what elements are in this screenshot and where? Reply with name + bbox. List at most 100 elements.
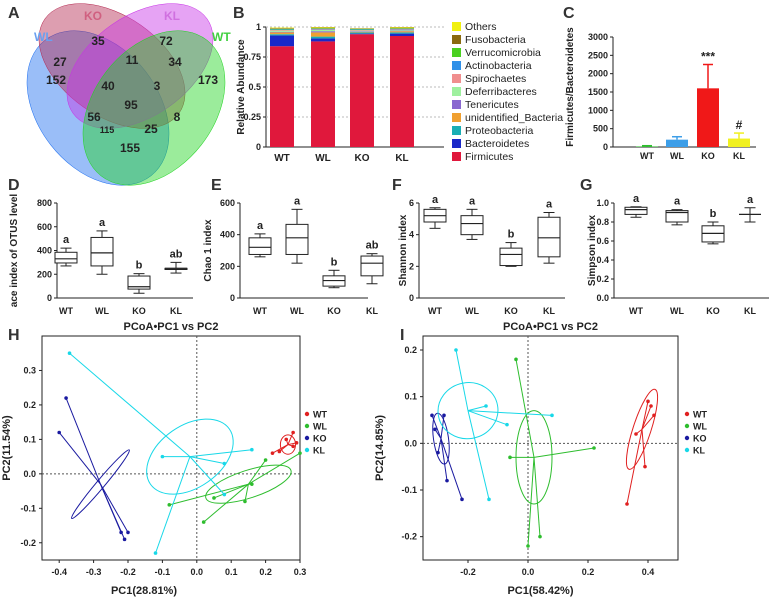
venn-region-count: 34 bbox=[168, 55, 182, 69]
bar-segment-bacteroidetes-wt bbox=[270, 35, 294, 47]
bar-segment-bacteroidetes-kl bbox=[390, 33, 414, 36]
y-tick-label: 0.0 bbox=[596, 293, 609, 303]
bar-segment-deferribacteres-ko bbox=[350, 30, 374, 32]
box-ko bbox=[499, 247, 523, 267]
spoke-ko bbox=[65, 397, 101, 485]
bar-segment-fusobacteria-kl bbox=[390, 27, 414, 29]
spoke-kl bbox=[455, 349, 469, 411]
y-tick-label: 0.4 bbox=[596, 255, 609, 265]
spoke-kl bbox=[189, 456, 225, 464]
spoke-ko bbox=[100, 483, 129, 533]
legend-label-proteobacteria: Proteobacteria bbox=[465, 125, 533, 137]
significance-letter: a bbox=[257, 220, 264, 232]
legend-label-bacteroidetes: Bacteroidetes bbox=[465, 138, 529, 150]
legend-swatch-spirochaetes bbox=[452, 74, 461, 83]
y-tick-label: 200 bbox=[220, 261, 235, 271]
y-tick-label: 0.25 bbox=[243, 112, 261, 122]
venn-region-count: 27 bbox=[53, 55, 67, 69]
bar-segment-tenericutes-wt bbox=[270, 31, 294, 33]
panel-label-A: A bbox=[8, 5, 20, 22]
point-wl bbox=[263, 458, 268, 462]
bar-segment-proteobacteria-kl bbox=[390, 32, 414, 34]
y-axis-label: Firmicutes/Bacteroidetes bbox=[565, 27, 576, 147]
legend-marker-ko bbox=[684, 435, 690, 441]
venn-region-count: 35 bbox=[91, 34, 105, 48]
bar-segment-others-wl bbox=[311, 27, 335, 28]
point-ko bbox=[433, 427, 437, 432]
y-tick-label: 0.2 bbox=[23, 400, 36, 410]
bar-segment-tenericutes-kl bbox=[390, 30, 414, 32]
point-wl bbox=[526, 544, 530, 548]
legend-marker-kl bbox=[684, 447, 690, 453]
x-tick-label: KO bbox=[701, 151, 715, 161]
y-tick-label: 0.75 bbox=[243, 52, 261, 62]
box-wl bbox=[285, 223, 309, 255]
venn-region-count: 56 bbox=[87, 110, 101, 124]
point-wt bbox=[625, 502, 629, 506]
x-tick-label: -0.2 bbox=[120, 567, 136, 577]
y-tick-label: -0.1 bbox=[20, 503, 36, 513]
bar-segment-actinobacteria-ko bbox=[350, 29, 374, 30]
y-tick-label: 1500 bbox=[588, 87, 608, 97]
bar-segment-verrucomicrobia-kl bbox=[390, 28, 414, 29]
x-tick-label: 0.3 bbox=[294, 567, 307, 577]
venn-set-kl bbox=[66, 3, 214, 129]
spoke-wt bbox=[626, 429, 643, 505]
bar-segment-spirochaetes-kl bbox=[390, 29, 414, 30]
y-tick-label: 2000 bbox=[588, 69, 608, 79]
significance-letter: a bbox=[747, 194, 754, 206]
spoke-kl bbox=[155, 456, 191, 554]
bar-segment-proteobacteria-wt bbox=[270, 34, 294, 36]
point-kl bbox=[67, 351, 72, 356]
bar-segment-actinobacteria-wt bbox=[270, 29, 294, 30]
x-tick-label: -0.2 bbox=[460, 567, 476, 577]
y-tick-label: 600 bbox=[220, 198, 235, 208]
x-tick-label: 0.2 bbox=[259, 567, 272, 577]
venn-region-count: 152 bbox=[46, 73, 66, 87]
significance-letter: a bbox=[469, 195, 476, 207]
legend-label-wt: WT bbox=[693, 410, 707, 420]
x-axis-label: PC1(28.81%) bbox=[111, 585, 177, 597]
bar-wl bbox=[666, 139, 688, 147]
spoke-wl bbox=[248, 452, 301, 485]
y-tick-label: 0.0 bbox=[23, 469, 36, 479]
y-tick-label: 400 bbox=[37, 246, 52, 256]
legend-swatch-tenericutes bbox=[452, 100, 461, 109]
boxplot-E: 0 200 400 600 Chao 1 index a WT a WL b KO ab KL bbox=[203, 195, 384, 316]
x-tick-label: -0.3 bbox=[86, 567, 102, 577]
spoke-ko bbox=[100, 483, 126, 540]
y-axis-label: Relative Abundance bbox=[236, 39, 247, 135]
point-wt bbox=[270, 451, 275, 455]
significance-letter: ab bbox=[170, 248, 183, 260]
y-tick-label: -0.2 bbox=[20, 538, 36, 548]
stacked-bar-chart: 0 0.25 0.5 0.75 1 Relative Abundance WT WL KO KL O… bbox=[236, 21, 563, 164]
point-kl bbox=[153, 551, 158, 555]
bar-segment-firmicutes-wt bbox=[270, 46, 294, 148]
point-kl bbox=[222, 461, 227, 466]
ellipse-kl bbox=[146, 418, 234, 495]
legend-label-kl: KL bbox=[313, 446, 325, 456]
significance-mark: # bbox=[736, 118, 743, 132]
bar-segment-actinobacteria-kl bbox=[390, 28, 414, 30]
x-tick-label: 0.0 bbox=[191, 567, 204, 577]
y-tick-label: 0 bbox=[409, 293, 414, 303]
y-tick-label: 600 bbox=[37, 222, 52, 232]
point-ko bbox=[126, 530, 130, 535]
significance-letter: a bbox=[294, 195, 301, 207]
significance-letter: b bbox=[710, 208, 717, 220]
y-tick-label: 0.6 bbox=[596, 236, 609, 246]
spoke-kl bbox=[467, 410, 490, 500]
bar-segment-deferribacteres-wl bbox=[311, 30, 335, 32]
x-tick-label: 0.2 bbox=[582, 567, 595, 577]
box-ko bbox=[127, 275, 151, 290]
spoke-wl bbox=[244, 484, 249, 502]
x-axis-label: PC1(58.42%) bbox=[507, 585, 573, 597]
venn-set-label-wt: WT bbox=[212, 30, 231, 44]
point-wl bbox=[508, 455, 512, 460]
ellipse-ko bbox=[71, 449, 130, 520]
point-wt bbox=[277, 449, 282, 454]
x-tick-label: WL bbox=[95, 306, 109, 316]
pcoa-scatter-I: PCoA•PC1 vs PC2 -0.2 0.0 0.2 0.4 -0.2 -0.1 0.0 0… bbox=[374, 321, 707, 597]
y-tick-label: 2 bbox=[409, 261, 414, 271]
